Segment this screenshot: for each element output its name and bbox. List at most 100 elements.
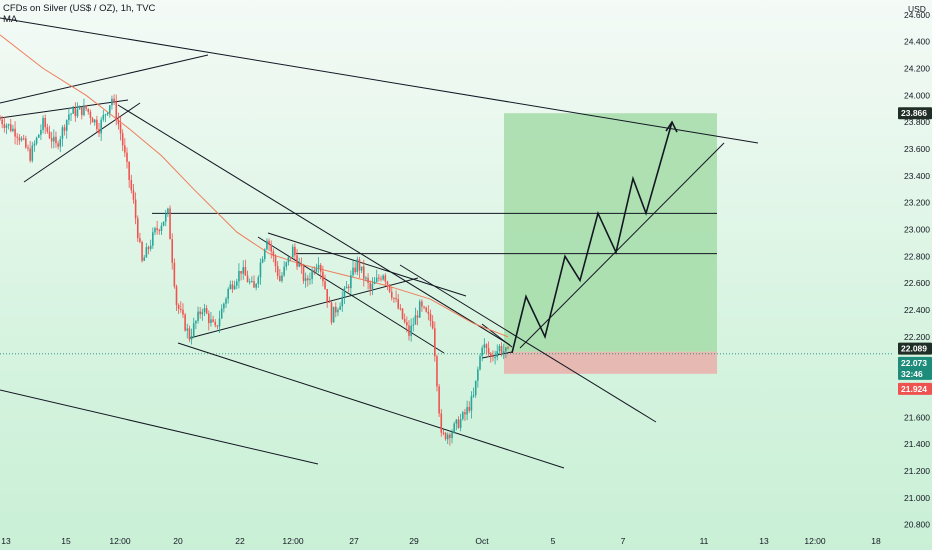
- candle-body: [449, 434, 451, 439]
- candle-body: [169, 208, 171, 240]
- price-axis-label: 24.600: [904, 10, 930, 20]
- price-axis-label: 22.600: [904, 278, 930, 288]
- candle: [406, 316, 408, 333]
- candle: [111, 95, 113, 110]
- candle: [378, 274, 380, 282]
- candle-body: [40, 129, 42, 135]
- candle: [35, 136, 38, 146]
- candle-body: [132, 190, 135, 200]
- candle: [220, 304, 223, 319]
- candle-body: [14, 128, 16, 137]
- candle: [474, 380, 477, 398]
- candle-body: [352, 267, 354, 276]
- price-axis-label: 24.400: [904, 37, 930, 47]
- candle-body: [35, 137, 38, 144]
- candle-body: [199, 311, 201, 315]
- candle: [427, 305, 430, 321]
- candle-body: [53, 136, 55, 142]
- candle: [108, 104, 111, 118]
- candle-body: [108, 105, 111, 113]
- candle-body: [238, 270, 240, 282]
- candle: [496, 344, 499, 361]
- candle: [115, 94, 118, 126]
- candle: [57, 140, 59, 150]
- bar-countdown-badge-text: 32:46: [901, 369, 923, 379]
- candle-body: [399, 308, 402, 310]
- candle-body: [438, 386, 440, 414]
- candle-body: [257, 277, 260, 284]
- indicator-label: MA: [3, 14, 18, 25]
- candle: [0, 114, 1, 121]
- candle: [72, 105, 74, 114]
- candle: [418, 299, 421, 318]
- candle: [192, 317, 195, 339]
- price-axis-label: 22.400: [904, 305, 930, 315]
- candle: [399, 304, 402, 311]
- time-axis-label: 13: [1, 536, 11, 546]
- candle: [136, 215, 139, 242]
- candle: [425, 306, 428, 313]
- candle: [98, 122, 100, 138]
- candle-body: [154, 228, 156, 233]
- candle: [500, 342, 503, 357]
- candle: [240, 270, 242, 281]
- projection-arrowhead: [665, 120, 678, 133]
- candle-body: [136, 218, 139, 239]
- stop-price-badge: 21.924: [898, 382, 932, 395]
- candle: [257, 275, 260, 288]
- candle-body: [500, 346, 503, 354]
- entry-price-badge: 22.089: [898, 342, 932, 355]
- candle-body: [298, 263, 301, 267]
- candle-body: [289, 256, 292, 258]
- candle: [141, 240, 143, 263]
- candle: [223, 302, 225, 313]
- candle: [124, 138, 126, 158]
- candle-body: [195, 320, 197, 324]
- price-axis-label: 21.400: [904, 439, 930, 449]
- candle-body: [461, 412, 464, 420]
- candle: [356, 256, 359, 276]
- candle: [201, 308, 204, 321]
- candle-body: [96, 119, 98, 130]
- time-axis-label: Oct: [475, 536, 489, 546]
- candle-body: [274, 256, 277, 267]
- candle: [18, 134, 21, 145]
- candle: [152, 227, 154, 249]
- candle-body: [121, 133, 124, 146]
- candle-body: [184, 314, 186, 331]
- candle: [313, 266, 316, 276]
- price-axis-label: 21.000: [904, 493, 930, 503]
- candle-body: [444, 432, 447, 440]
- candle: [485, 343, 488, 355]
- candle-body: [326, 289, 328, 302]
- candle-body: [406, 322, 408, 326]
- candle: [442, 429, 445, 436]
- candle-body: [251, 281, 253, 283]
- candle-body: [434, 328, 436, 357]
- candle-body: [240, 270, 242, 274]
- stop-price-badge-bg: [898, 382, 932, 395]
- bar-countdown-badge: 32:46: [898, 367, 932, 380]
- candle-body: [16, 136, 19, 138]
- candle: [50, 131, 53, 149]
- candle-body: [453, 423, 455, 433]
- candle: [481, 345, 483, 362]
- candle-body: [272, 251, 275, 257]
- candle: [266, 238, 268, 251]
- candle: [341, 291, 344, 312]
- candle: [218, 310, 221, 334]
- candle-body: [182, 309, 184, 315]
- candle-body: [360, 266, 363, 271]
- candle: [466, 400, 468, 421]
- candle-body: [373, 281, 376, 284]
- candle: [46, 123, 49, 134]
- candle-body: [55, 136, 57, 144]
- candle-body: [164, 213, 167, 222]
- candle-body: [130, 180, 133, 191]
- candle: [339, 302, 341, 311]
- candle-body: [459, 419, 462, 428]
- candle-body: [483, 344, 486, 348]
- candle: [492, 350, 494, 362]
